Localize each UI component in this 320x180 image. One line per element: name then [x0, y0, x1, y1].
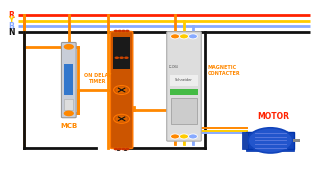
Circle shape: [114, 114, 130, 123]
Text: MOTOR: MOTOR: [258, 112, 290, 121]
Text: N: N: [8, 28, 14, 37]
FancyBboxPatch shape: [110, 31, 133, 148]
Circle shape: [171, 134, 180, 139]
FancyBboxPatch shape: [167, 32, 201, 141]
Circle shape: [124, 57, 129, 59]
Circle shape: [114, 148, 118, 150]
Circle shape: [64, 44, 74, 50]
Circle shape: [64, 111, 74, 116]
Circle shape: [171, 34, 180, 39]
Text: B: B: [8, 22, 14, 31]
Text: MCB: MCB: [60, 123, 77, 129]
Text: Schneider: Schneider: [175, 78, 193, 82]
Circle shape: [188, 134, 197, 139]
Circle shape: [114, 86, 130, 94]
Text: R: R: [8, 11, 14, 20]
Circle shape: [114, 30, 118, 32]
Circle shape: [180, 34, 188, 39]
Bar: [246, 149, 294, 151]
Bar: [171, 98, 197, 124]
Circle shape: [119, 57, 124, 59]
Circle shape: [121, 148, 126, 150]
Bar: [64, 64, 73, 95]
Circle shape: [188, 34, 197, 39]
Circle shape: [117, 30, 122, 32]
Bar: [242, 132, 248, 149]
Bar: [170, 75, 198, 86]
Circle shape: [180, 134, 188, 139]
Bar: [113, 37, 130, 69]
Text: ON DELAY
TIMER: ON DELAY TIMER: [84, 73, 111, 84]
Circle shape: [116, 87, 127, 93]
Text: Y: Y: [8, 16, 13, 25]
Text: LC-D04: LC-D04: [169, 65, 179, 69]
Circle shape: [115, 57, 119, 59]
Circle shape: [117, 148, 122, 150]
Bar: [293, 139, 300, 142]
Bar: [246, 132, 294, 149]
Bar: [64, 99, 73, 110]
Bar: [170, 89, 198, 95]
FancyBboxPatch shape: [61, 42, 76, 118]
Circle shape: [116, 116, 127, 122]
Text: MAGNETIC
CONTACTER: MAGNETIC CONTACTER: [208, 65, 241, 76]
Circle shape: [125, 148, 130, 150]
Circle shape: [125, 30, 130, 32]
Circle shape: [121, 30, 126, 32]
Circle shape: [248, 128, 293, 153]
